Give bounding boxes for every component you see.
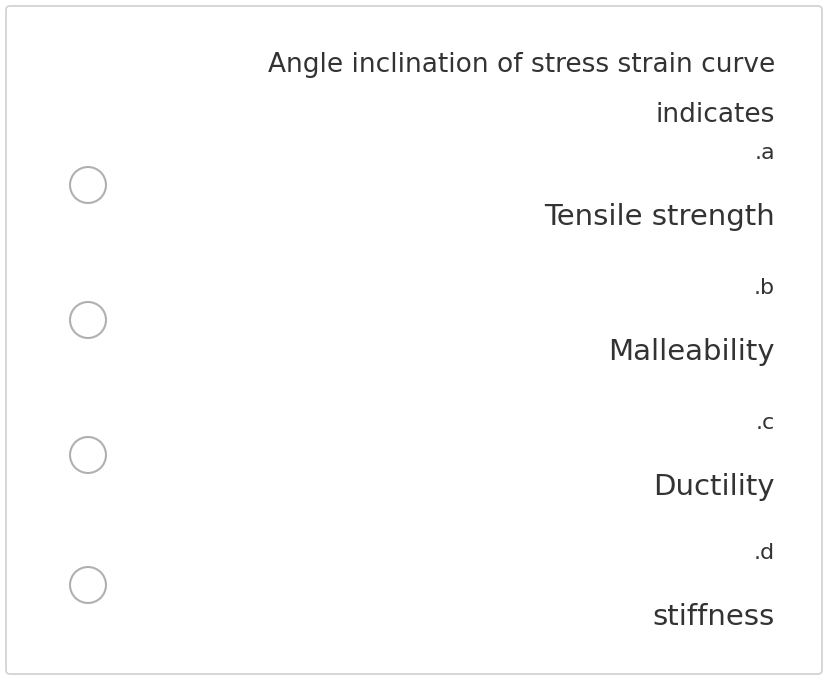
Circle shape — [70, 167, 106, 203]
Circle shape — [70, 302, 106, 338]
Text: .a: .a — [753, 143, 774, 163]
FancyBboxPatch shape — [6, 6, 821, 674]
Text: Tensile strength: Tensile strength — [543, 203, 774, 231]
Text: Malleability: Malleability — [608, 338, 774, 366]
Circle shape — [70, 567, 106, 603]
Text: .d: .d — [753, 543, 774, 563]
Text: .b: .b — [753, 278, 774, 298]
Text: .c: .c — [755, 413, 774, 433]
Text: Ductility: Ductility — [653, 473, 774, 501]
Text: indicates: indicates — [655, 102, 774, 128]
Text: stiffness: stiffness — [652, 603, 774, 631]
Text: Angle inclination of stress strain curve: Angle inclination of stress strain curve — [267, 52, 774, 78]
Circle shape — [70, 437, 106, 473]
